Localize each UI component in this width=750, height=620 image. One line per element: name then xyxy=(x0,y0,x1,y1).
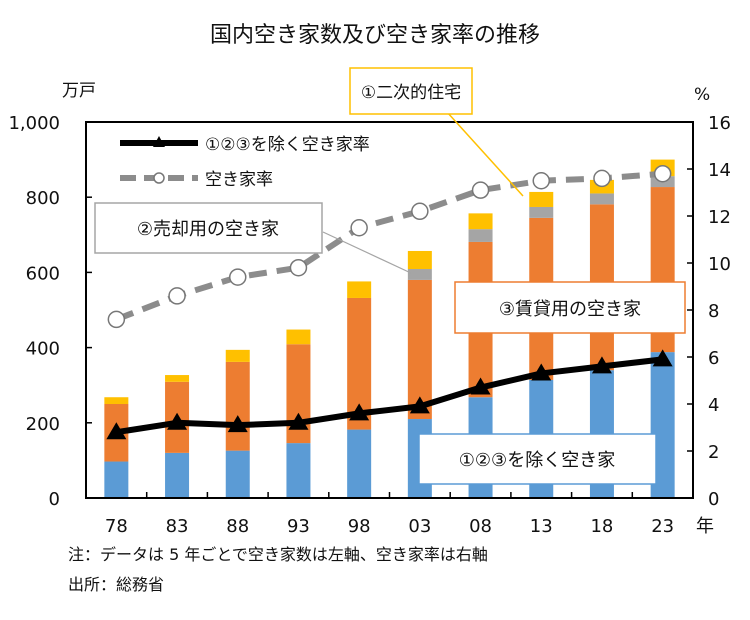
data-point xyxy=(289,258,308,277)
left-tick-label: 600 xyxy=(26,263,60,284)
bar-segment xyxy=(347,429,372,498)
bar-segment xyxy=(347,281,372,298)
data-point xyxy=(229,268,247,286)
x-tick-label: 08 xyxy=(469,516,492,537)
data-point xyxy=(653,164,672,183)
legend-label-other-rate: ①②③を除く空き家率 xyxy=(205,135,370,155)
x-tick-label: 88 xyxy=(226,516,249,537)
right-tick-label: 16 xyxy=(708,113,731,134)
data-point xyxy=(167,412,188,430)
x-tick-label: 13 xyxy=(530,516,553,537)
left-tick-label: 800 xyxy=(26,188,60,209)
data-point xyxy=(106,422,127,440)
legend-label-vacancy-rate: 空き家率 xyxy=(205,170,273,190)
callout-for-sale: ②売却用の空き家 xyxy=(137,219,279,240)
bar-segment xyxy=(286,329,311,345)
right-tick-label: 4 xyxy=(708,395,719,416)
bar-segment xyxy=(407,279,432,420)
left-axis-unit: 万戸 xyxy=(62,81,96,101)
data-point xyxy=(470,377,491,395)
data-point xyxy=(288,412,309,430)
left-tick-label: 0 xyxy=(49,489,60,510)
x-tick-label: 03 xyxy=(408,516,431,537)
bar-segment xyxy=(165,452,190,498)
source-text: 出所：総務省 xyxy=(68,575,164,594)
bar-segment xyxy=(104,397,129,404)
data-point xyxy=(531,363,552,381)
plot-frame xyxy=(85,121,694,499)
callout-other: ①②③を除く空き家 xyxy=(459,450,615,471)
bar-segment xyxy=(225,349,250,362)
bar-segment xyxy=(225,450,250,498)
bar-segment xyxy=(407,269,432,280)
x-tick-label: 98 xyxy=(348,516,371,537)
left-tick-label: 400 xyxy=(26,339,60,360)
circle-marker-icon xyxy=(153,172,165,184)
right-axis-unit: % xyxy=(694,85,710,105)
callout-secondary-housing: ①二次的住宅 xyxy=(361,83,461,103)
data-point xyxy=(350,219,368,237)
bar-segment xyxy=(589,193,614,205)
x-tick-label: 83 xyxy=(166,516,189,537)
bar-segment xyxy=(225,361,250,451)
data-point xyxy=(532,172,550,190)
data-point xyxy=(107,310,126,329)
right-tick-label: 8 xyxy=(708,301,719,322)
line-vacancy-rate xyxy=(115,170,663,323)
bar-segment xyxy=(529,206,554,218)
data-point xyxy=(411,202,429,221)
left-tick-label: 200 xyxy=(26,414,60,435)
bar-segment xyxy=(468,229,493,242)
bar-segment xyxy=(468,213,493,230)
data-point xyxy=(591,356,612,374)
data-point xyxy=(168,287,186,305)
note-text: 注：データは 5 年ごとで空き家数は左軸、空き家率は右軸 xyxy=(68,545,488,564)
bar-segment xyxy=(104,461,129,498)
right-tick-label: 14 xyxy=(708,160,731,181)
triangle-marker-icon xyxy=(153,136,165,147)
x-tick-label: 18 xyxy=(590,516,613,537)
data-point xyxy=(227,415,248,433)
data-point xyxy=(409,396,430,414)
data-point xyxy=(593,169,611,188)
data-point xyxy=(652,349,673,367)
x-tick-label: 78 xyxy=(105,516,128,537)
x-tick-label: 93 xyxy=(287,516,310,537)
right-tick-label: 10 xyxy=(708,254,731,275)
x-axis-unit: 年 xyxy=(696,516,714,537)
bar-segment xyxy=(165,375,190,382)
data-point xyxy=(349,403,370,421)
right-tick-label: 2 xyxy=(708,442,719,463)
bar-segment xyxy=(407,250,432,270)
legend: ①②③を除く空き家率 空き家率 xyxy=(120,135,370,190)
chart-title: 国内空き家数及び空き家率の推移 xyxy=(210,23,540,48)
bar-segment xyxy=(286,443,311,498)
left-tick-label: 1,000 xyxy=(8,113,60,134)
right-tick-label: 0 xyxy=(708,489,719,510)
callout-rental: ③賃貸用の空き家 xyxy=(499,299,641,320)
data-point xyxy=(471,181,490,199)
right-tick-label: 12 xyxy=(708,207,731,228)
right-tick-label: 6 xyxy=(708,348,719,369)
line-other-rate xyxy=(115,356,663,436)
x-tick-label: 23 xyxy=(651,516,674,537)
bar-segment xyxy=(529,191,554,207)
